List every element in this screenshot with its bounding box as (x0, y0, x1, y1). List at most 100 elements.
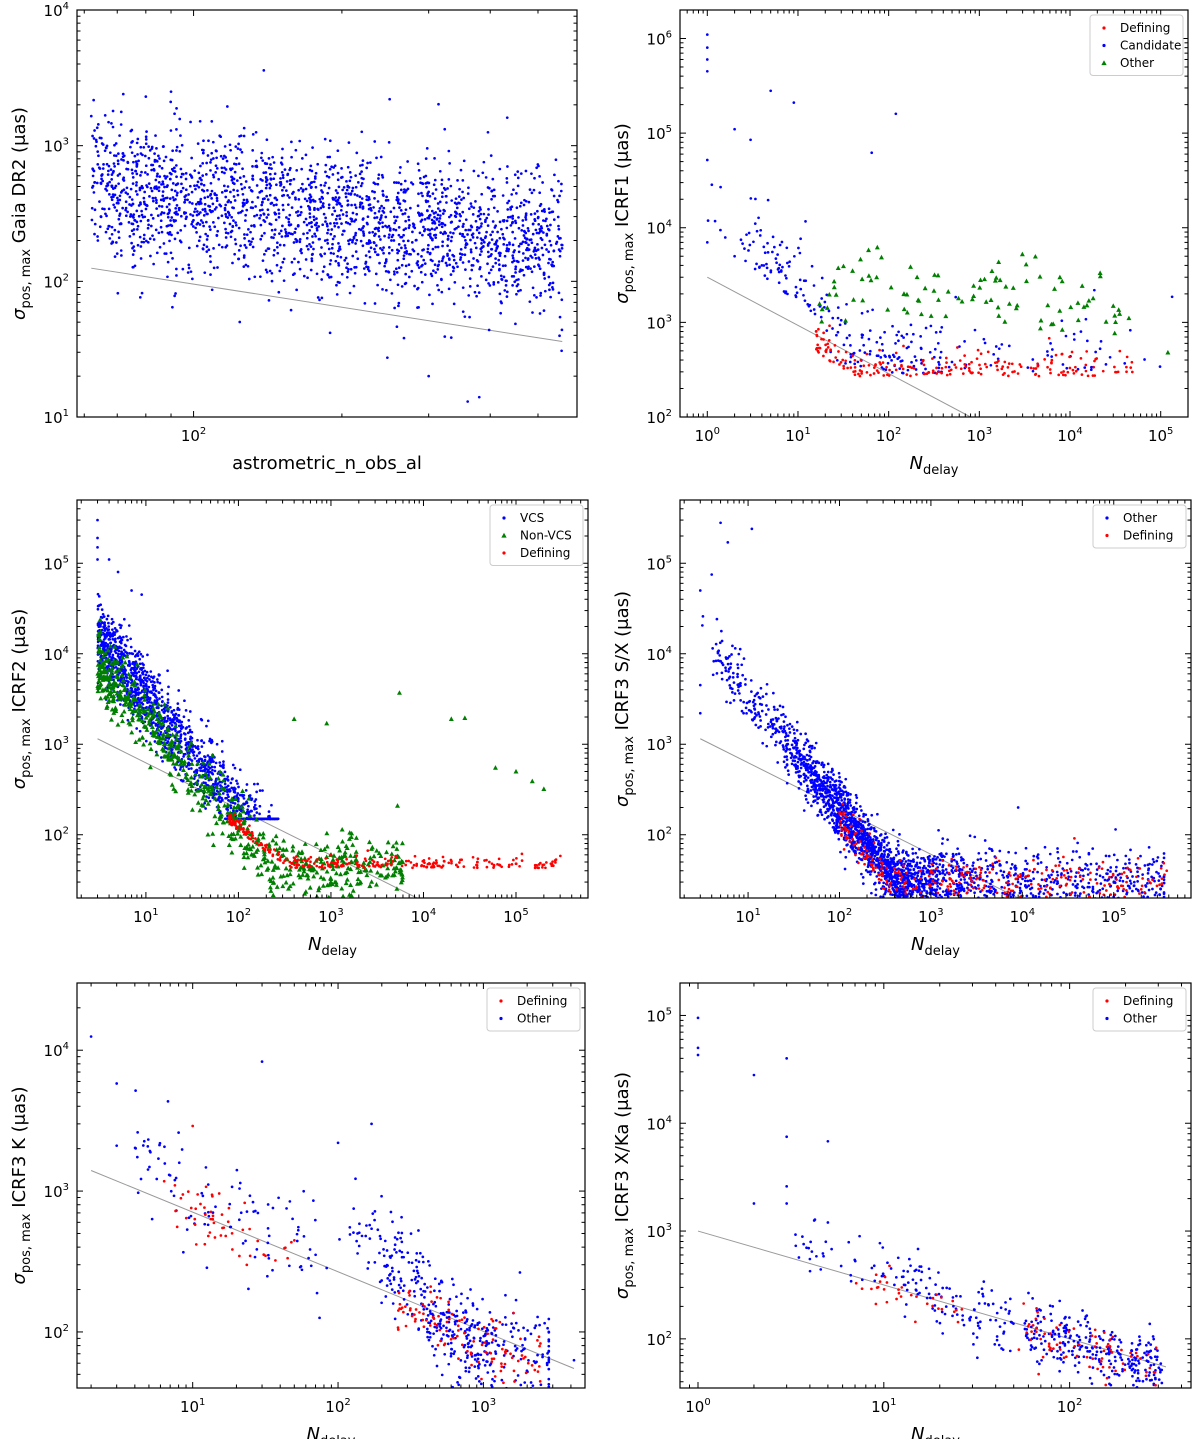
tick-exponent: 5 (1167, 426, 1173, 437)
data-point (243, 233, 246, 236)
data-point (313, 177, 317, 180)
data-point (275, 245, 279, 249)
data-point (511, 214, 515, 218)
data-point (158, 714, 164, 720)
data-point (353, 203, 357, 207)
data-point (480, 250, 483, 253)
data-point (182, 752, 186, 756)
data-point (143, 171, 147, 174)
data-point (831, 316, 835, 320)
data-point (229, 806, 233, 810)
data-point (93, 232, 96, 236)
data-point (389, 210, 393, 214)
data-point (501, 264, 505, 268)
data-point (439, 277, 443, 281)
data-point (784, 290, 788, 293)
data-point (394, 219, 398, 223)
data-point (511, 243, 515, 247)
data-point (192, 750, 196, 754)
data-point (449, 231, 452, 234)
data-point (434, 245, 438, 249)
data-point (107, 169, 110, 173)
data-point (932, 355, 936, 359)
data-point (233, 796, 239, 801)
data-point (858, 374, 862, 378)
data-point (122, 188, 126, 192)
data-point (301, 868, 307, 874)
data-point (165, 224, 169, 228)
data-point (436, 202, 440, 205)
data-point (96, 545, 99, 549)
data-point (268, 222, 272, 226)
data-point (104, 187, 107, 191)
data-point (212, 247, 215, 250)
data-point (273, 212, 277, 216)
data-point (228, 213, 231, 217)
x-tick-label: 102 (181, 426, 206, 445)
data-point (467, 260, 471, 263)
data-point (514, 271, 517, 274)
data-point (452, 231, 455, 235)
data-point (299, 247, 303, 251)
data-point (440, 195, 444, 199)
data-point (155, 147, 158, 150)
data-point (551, 287, 555, 291)
data-point (377, 229, 381, 233)
data-point (996, 259, 1002, 265)
data-point (195, 210, 199, 213)
data-point (1143, 358, 1146, 361)
data-point (434, 236, 438, 240)
data-point (93, 222, 97, 226)
data-point (550, 188, 554, 192)
data-point (431, 247, 435, 251)
data-point (169, 129, 173, 132)
data-point (477, 174, 480, 178)
data-point (1032, 253, 1038, 259)
data-point (550, 264, 554, 268)
legend-entry-defining: Defining (1120, 21, 1170, 35)
data-point (533, 218, 537, 221)
data-point (467, 207, 471, 211)
data-point (204, 807, 207, 810)
data-point (1085, 339, 1089, 343)
data-point (818, 346, 822, 350)
data-point (204, 232, 208, 236)
data-point (404, 246, 407, 250)
data-point (305, 244, 309, 248)
data-point (204, 209, 207, 213)
data-point (533, 253, 537, 256)
data-point (755, 229, 759, 233)
data-point (102, 646, 106, 650)
data-point (100, 142, 104, 145)
data-point (208, 739, 211, 743)
data-point (348, 291, 352, 295)
data-point (304, 187, 308, 191)
data-point (524, 265, 528, 269)
data-point (131, 176, 135, 179)
data-point (931, 357, 934, 360)
data-point (200, 760, 206, 765)
data-point (368, 255, 372, 259)
data-point (448, 249, 452, 252)
data-point (833, 343, 837, 347)
data-point (241, 865, 247, 870)
data-point (152, 169, 156, 172)
data-point (176, 231, 180, 235)
data-point (260, 830, 266, 836)
data-point (126, 192, 130, 196)
data-point (260, 151, 264, 155)
data-point (145, 670, 149, 674)
data-point (206, 788, 212, 793)
data-point (849, 352, 853, 356)
data-point (520, 228, 524, 232)
data-point (1037, 274, 1043, 279)
data-point (128, 234, 132, 238)
data-point (103, 635, 107, 639)
data-point (530, 172, 533, 176)
data-point (427, 214, 431, 218)
data-point (224, 227, 227, 231)
data-point (1074, 365, 1077, 369)
data-point (151, 196, 155, 200)
data-point (245, 841, 251, 847)
data-point (347, 186, 351, 189)
